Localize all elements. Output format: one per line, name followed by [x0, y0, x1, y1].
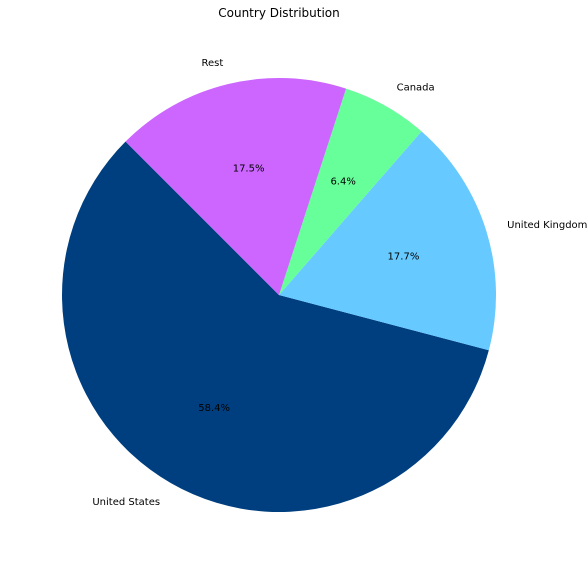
pie-slice-united-kingdom [279, 131, 496, 351]
slice-label-canada: Canada [397, 82, 435, 93]
chart-title: Country Distribution [218, 6, 340, 20]
slice-label-rest: Rest [201, 58, 223, 69]
slice-percent-united-states: 58.4% [198, 403, 230, 414]
pie-slice-united-states [62, 141, 489, 512]
slice-percent-canada: 6.4% [330, 177, 355, 188]
slice-label-united-states: United States [92, 497, 160, 508]
pie-slices [62, 78, 496, 512]
pie-labels: United States 58.4% United Kingdom 17.7% Can… [92, 58, 587, 508]
slice-label-united-kingdom: United Kingdom [507, 220, 587, 231]
pie-slice-rest [125, 78, 347, 295]
slice-percent-united-kingdom: 17.7% [388, 252, 420, 263]
pie-slice-canada [279, 88, 422, 296]
slice-percent-rest: 17.5% [233, 163, 265, 174]
